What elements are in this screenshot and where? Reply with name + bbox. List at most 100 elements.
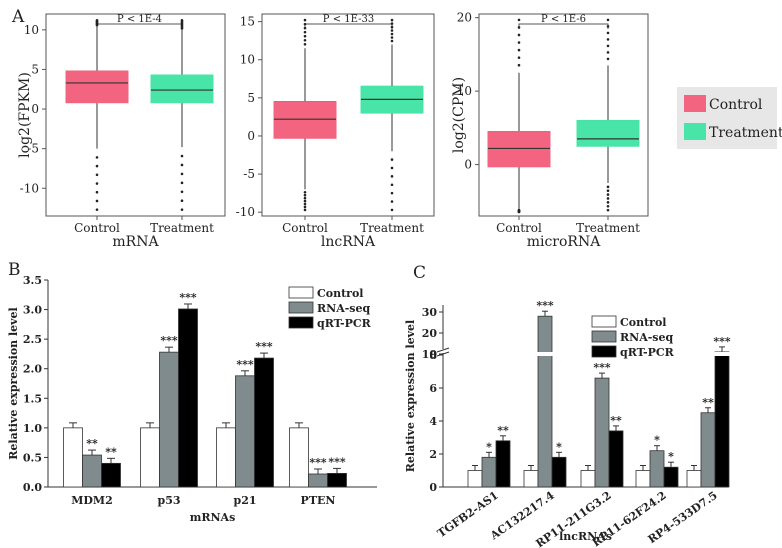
significance-mark: ** xyxy=(105,445,117,458)
significance-mark: * xyxy=(654,434,660,447)
y-tick-label: 3.5 xyxy=(23,274,42,287)
legend-label-control: Control xyxy=(317,287,363,300)
outlier-point xyxy=(390,25,394,29)
legend-label-treatment: Treatment xyxy=(709,125,782,141)
y-tick-label: 2.5 xyxy=(23,333,42,346)
box-treatment xyxy=(576,120,640,147)
y-tick-label: 0 xyxy=(31,102,39,116)
outlier-point xyxy=(303,38,307,42)
outlier-point xyxy=(95,173,99,177)
bar-qrt-pcr-pten xyxy=(327,472,347,488)
outlier-point xyxy=(390,39,394,43)
legend-swatch-qrt-pcr xyxy=(288,316,314,329)
bar-control-mdm2 xyxy=(63,427,83,488)
bar-qrt-pcr-ac132217.4 xyxy=(551,456,567,488)
y-tick-label: 2.0 xyxy=(23,363,42,376)
bar-qrt-pcr-mdm2 xyxy=(101,462,121,488)
bar-break-gap xyxy=(537,352,553,356)
bar-rna-seq-mdm2 xyxy=(82,454,102,488)
panel-label-b: B xyxy=(8,260,21,280)
outlier-point xyxy=(390,36,394,39)
outlier-point xyxy=(390,175,394,178)
significance-mark: *** xyxy=(328,455,346,468)
outlier-point xyxy=(180,181,184,185)
y-tick-label: -5 xyxy=(27,142,39,156)
p-value-label: P < 1E-6 xyxy=(541,14,586,25)
y-tick-label: 0.5 xyxy=(23,451,42,464)
bar-qrt-pcr-rp11-62f24.2 xyxy=(663,466,679,488)
y-tick-label: 0.0 xyxy=(23,481,42,494)
outlier-point xyxy=(517,48,521,52)
outlier-point xyxy=(606,51,610,54)
legend-label-rna-seq: RNA-seq xyxy=(620,331,673,344)
outlier-point xyxy=(390,29,394,32)
outlier-point xyxy=(606,208,610,212)
outlier-point xyxy=(390,22,394,25)
significance-mark: *** xyxy=(309,456,327,469)
outlier-point xyxy=(606,25,610,28)
outlier-point xyxy=(95,190,99,194)
significance-mark: * xyxy=(668,450,674,463)
x-axis-label: mRNA xyxy=(112,234,159,250)
bar-rna-seq-rp4-533d7.5 xyxy=(700,412,716,488)
outlier-point xyxy=(606,44,610,48)
legend-swatch-qrt-pcr xyxy=(591,345,617,358)
outlier-point xyxy=(606,197,610,200)
bar-qrt-pcr-rp4-533d7.5 xyxy=(714,351,730,488)
outlier-point xyxy=(517,33,521,37)
legend-label-qrt-pcr: qRT-PCR xyxy=(620,346,675,359)
y-tick-label: 3.0 xyxy=(23,304,42,317)
outlier-point xyxy=(517,26,521,29)
bar-control-p21 xyxy=(216,427,236,488)
y-tick-label: -10 xyxy=(236,205,255,219)
bar-qrt-pcr-p53 xyxy=(178,308,198,488)
outlier-point xyxy=(303,190,307,194)
outlier-point xyxy=(95,156,99,159)
outlier-point xyxy=(95,182,99,185)
x-tick-label: Treatment xyxy=(576,221,640,235)
outlier-point xyxy=(606,38,610,41)
panel-label-a: A xyxy=(11,7,25,27)
outlier-point xyxy=(180,190,184,194)
significance-mark: * xyxy=(486,440,492,453)
x-tick-label: MDM2 xyxy=(71,494,113,507)
outlier-point xyxy=(303,205,307,209)
x-axis-label: mRNAs xyxy=(190,511,236,524)
outlier-point xyxy=(95,164,99,168)
outlier-point xyxy=(180,199,184,203)
legend-label-control: Control xyxy=(620,316,666,329)
x-axis-label: lncRNA xyxy=(321,234,376,250)
outlier-point xyxy=(390,32,394,36)
box-control xyxy=(65,70,129,104)
bar-control-rp11-211g3.2 xyxy=(580,470,596,488)
bar-rna-seq-rp11-62f24.2 xyxy=(649,450,665,488)
y-axis-label: log2(FPKM) xyxy=(17,72,33,158)
legend-label-rna-seq: RNA-seq xyxy=(317,302,370,315)
x-tick-label: PTEN xyxy=(301,494,336,507)
outlier-point xyxy=(303,199,307,203)
y-axis-label: Relative expression level xyxy=(7,307,20,459)
x-tick-label: Control xyxy=(496,221,542,235)
bar-qrt-pcr-rp11-211g3.2 xyxy=(608,430,624,488)
bar-control-tgfb2-as1 xyxy=(467,470,483,488)
outlier-point xyxy=(180,208,184,211)
y-tick-label: 1.5 xyxy=(23,392,42,405)
y-tick-label: 20 xyxy=(457,11,472,25)
legend-swatch-rna-seq xyxy=(591,330,617,343)
outlier-point xyxy=(390,200,394,203)
outlier-point xyxy=(303,196,307,200)
significance-mark: ** xyxy=(497,424,509,437)
outlier-point xyxy=(303,30,307,34)
outlier-point xyxy=(606,193,610,196)
bar-control-rp11-62f24.2 xyxy=(635,470,651,488)
outlier-point xyxy=(390,191,394,195)
y-tick-label: 8 xyxy=(429,349,437,362)
significance-mark: ** xyxy=(610,414,622,427)
x-axis-label: lncRNAs xyxy=(559,530,612,543)
significance-mark: ** xyxy=(702,396,714,409)
legend-swatch-treatment xyxy=(684,123,706,140)
y-tick-label: 30 xyxy=(422,306,438,319)
box-treatment xyxy=(150,74,214,104)
bar-control-p53 xyxy=(140,427,160,488)
outlier-point xyxy=(390,166,394,170)
